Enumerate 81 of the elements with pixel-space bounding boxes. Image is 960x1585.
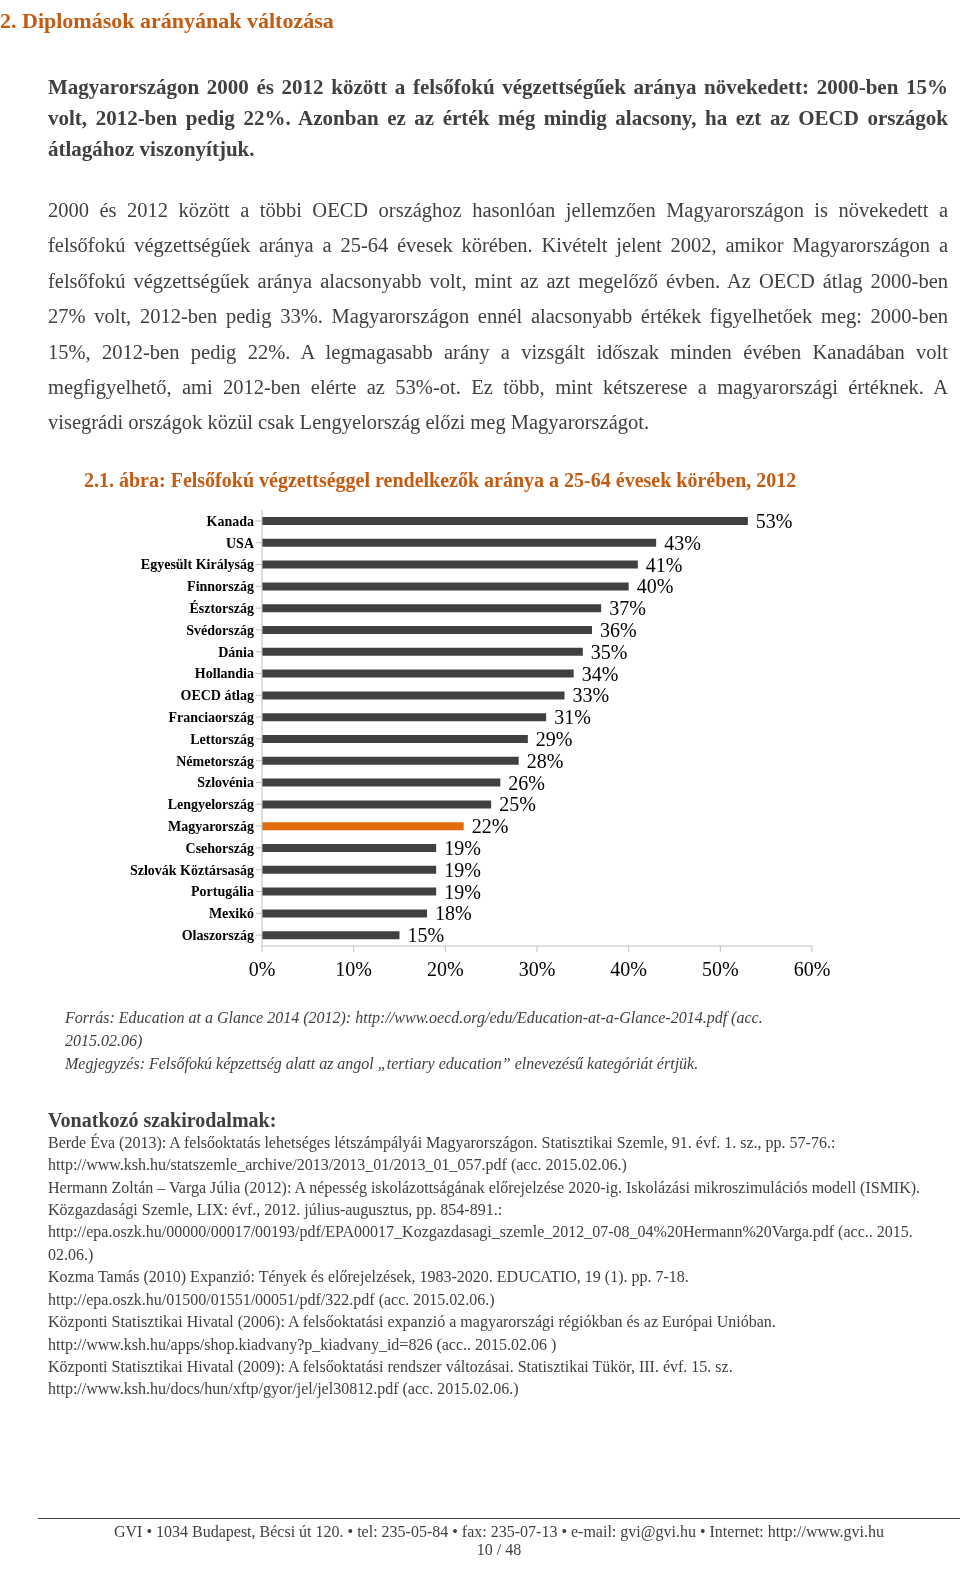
x-tick-label: 10% xyxy=(335,958,372,981)
y-tick-label: Olaszország xyxy=(181,927,254,943)
y-tick-label: Lettország xyxy=(190,731,254,747)
bar xyxy=(262,669,574,678)
text: 10 / 48 xyxy=(475,1541,523,1559)
text: Központi Statisztikai Hivatal (2009): A felsőoktatási rendszer változásai. Statisztikai Tükör, III. évf. 15. sz. http://www.ksh.hu/docs/hun/xftp/gyor/jel/jel30812.pdf (acc. 2015.02.06.) xyxy=(48,1356,734,1400)
data-label: 18% xyxy=(435,902,472,925)
y-tick-label: Kanada xyxy=(206,513,254,529)
y-tick-label: Csehország xyxy=(185,840,254,856)
data-label: 33% xyxy=(572,684,610,707)
y-tick-label: Svédország xyxy=(186,622,254,638)
bar xyxy=(262,800,492,809)
data-label: 43% xyxy=(664,531,701,554)
data-label: 41% xyxy=(645,553,683,576)
y-tick-label: Lengyelország xyxy=(167,797,254,813)
y-tick-label: Németország xyxy=(176,753,254,769)
x-tick-label: 40% xyxy=(610,958,647,981)
data-label: 31% xyxy=(554,706,591,729)
x-tick-label: 0% xyxy=(248,958,276,981)
data-label: 36% xyxy=(600,618,637,641)
bar xyxy=(262,822,464,831)
y-tick-label: Portugália xyxy=(191,884,254,900)
y-tick-label: Mexikó xyxy=(208,906,254,922)
data-label: 19% xyxy=(444,858,481,881)
bar xyxy=(262,887,437,896)
data-label: 25% xyxy=(499,793,536,816)
data-label: 28% xyxy=(526,749,564,772)
text: Kozma Tamás (2010) Expanzió: Tények és előrejelzések, 1983-2020. EDUCATIO, 19 (1). pp. 7-18. http://epa.oszk.hu/01500/01551/00051/pdf/322.pdf (acc. 2015.02.06.) xyxy=(48,1267,690,1311)
text: Vonatkozó szakirodalmak: xyxy=(48,1108,278,1132)
data-label: 22% xyxy=(471,815,509,838)
x-tick-label: 50% xyxy=(702,958,739,981)
bar xyxy=(262,778,501,787)
text: Hermann Zoltán – Varga Júlia (2012): A népesség iskolázottságának előrejelzése 2020-ig. Iskolázási mikroszimulációs modell (ISMIK). Közgazdasági Szemle, LIX: évf., 2012. július-augusztus, pp. 854-891.: http://epa.oszk.hu/00000/00017/00193/pdf/EPA00017_Kozgazdasagi_szemle_2012_07-08_04%20Hermann%20Varga.pdf (acc.. 2015. 02.06.) xyxy=(48,1177,922,1266)
data-label: 15% xyxy=(407,924,445,947)
chart-title: 2.1. ábra: Felsőfokú végzettséggel rendelkezők aránya a 25-64 évesek körében, 2012 xyxy=(84,468,798,492)
y-tick-label: Egyesült Királyság xyxy=(140,557,254,573)
bar xyxy=(262,843,437,852)
data-label: 37% xyxy=(609,597,646,620)
x-tick-label: 30% xyxy=(518,958,556,981)
bar xyxy=(262,560,638,569)
bar xyxy=(262,713,547,722)
data-label: 35% xyxy=(590,640,628,663)
text: Központi Statisztikai Hivatal (2006): A felsőoktatási expanzió a magyarországi régiókban és az Európai Unióban. http://www.ksh.hu/apps/shop.kiadvany?p_kiadvany_id=826 (acc.. 2015.02.06 ) xyxy=(48,1312,777,1356)
y-tick-label: OECD átlag xyxy=(180,688,254,704)
text: Forrás: Education at a Glance 2014 (2012): http://www.oecd.org/edu/Education-at-a-Glance-2014.pdf (acc. 2015.02.06) xyxy=(65,1007,764,1052)
text: 2. Diplomások arányának változása xyxy=(0,8,335,34)
y-tick-label: Szlovénia xyxy=(197,775,254,791)
x-tick-label: 20% xyxy=(427,958,464,981)
bar xyxy=(262,691,565,700)
bar xyxy=(262,756,519,765)
bar xyxy=(262,931,400,940)
text: GVI • 1034 Budapest, Bécsi út 120. • tel: 235-05-84 • fax: 235-07-13 • e-mail: gvi@gvi.hu • Internet: http://www.gvi.hu xyxy=(112,1523,885,1541)
y-tick-label: USA xyxy=(225,535,255,551)
bar xyxy=(262,734,528,743)
bar xyxy=(262,582,629,591)
data-label: 53% xyxy=(755,509,793,532)
text: Megjegyzés: Felsőfokú képzettség alatt az angol „tertiary education” elnevezésű kategóriát értjük. xyxy=(65,1053,700,1075)
bar xyxy=(262,604,602,613)
bar xyxy=(262,909,427,918)
y-tick-label: Észtország xyxy=(189,599,254,616)
y-tick-label: Dánia xyxy=(218,644,254,660)
text: Berde Éva (2013): A felsőoktatás lehetséges létszámpályái Magyarországon. Statisztikai Szemle, 91. évf. 1. sz., pp. 57-76.: http://www.ksh.hu/statszemle_archive/2013/2013_01/2013_01_057.pdf (acc. 2015.02.06.) xyxy=(48,1132,837,1176)
y-tick-label: Finnország xyxy=(187,579,254,595)
bar xyxy=(262,538,657,547)
y-tick-label: Magyarország xyxy=(167,818,254,834)
bar xyxy=(262,625,592,634)
text: Magyarországon 2000 és 2012 között a felsőfokú végzettségűek aránya növekedett: 2000-ben 15% volt, 2012-ben pedig 22%. Azonban ez az érték még mindig alacsony, ha ezt az OECD országok átlagához viszonyítjuk. xyxy=(48,74,948,163)
data-label: 40% xyxy=(636,575,674,598)
x-tick-label: 60% xyxy=(793,958,831,981)
data-label: 34% xyxy=(581,662,619,685)
y-tick-label: Franciaország xyxy=(168,709,254,725)
data-label: 26% xyxy=(508,771,546,794)
y-tick-label: Hollandia xyxy=(194,666,254,682)
data-label: 29% xyxy=(535,727,573,750)
bar xyxy=(262,647,583,656)
text: 2000 és 2012 között a többi OECD országhoz hasonlóan jellemzően Magyarországon is növekedett a felsőfokú végzettségűek aránya a 25-64 évesek körében. Kivételt jelent 2002, amikor Magyarországon a felsőfokú végzettségűek aránya alacsonyabb volt, mint az azt megelőző évben. Az OECD átlag 2000-ben 27% volt, 2012-ben pedig 33%. Magyarországon ennél alacsonyabb értékek figyelhetőek meg: 2000-ben 15%, 2012-ben pedig 22%. A legmagasabb arány a vizsgált időszak minden évében Kanadában volt megfigyelhető, ami 2012-ben elérte az 53%-ot. Ez több, mint kétszerese a magyarországi értéknek. A visegrádi országok közül csak Lengyelország előzi meg Magyarországot. xyxy=(48,198,948,436)
bar xyxy=(262,865,437,874)
y-tick-label: Szlovák Köztársaság xyxy=(129,862,254,878)
data-label: 19% xyxy=(444,836,481,859)
data-label: 19% xyxy=(444,880,481,903)
bar xyxy=(262,516,748,525)
